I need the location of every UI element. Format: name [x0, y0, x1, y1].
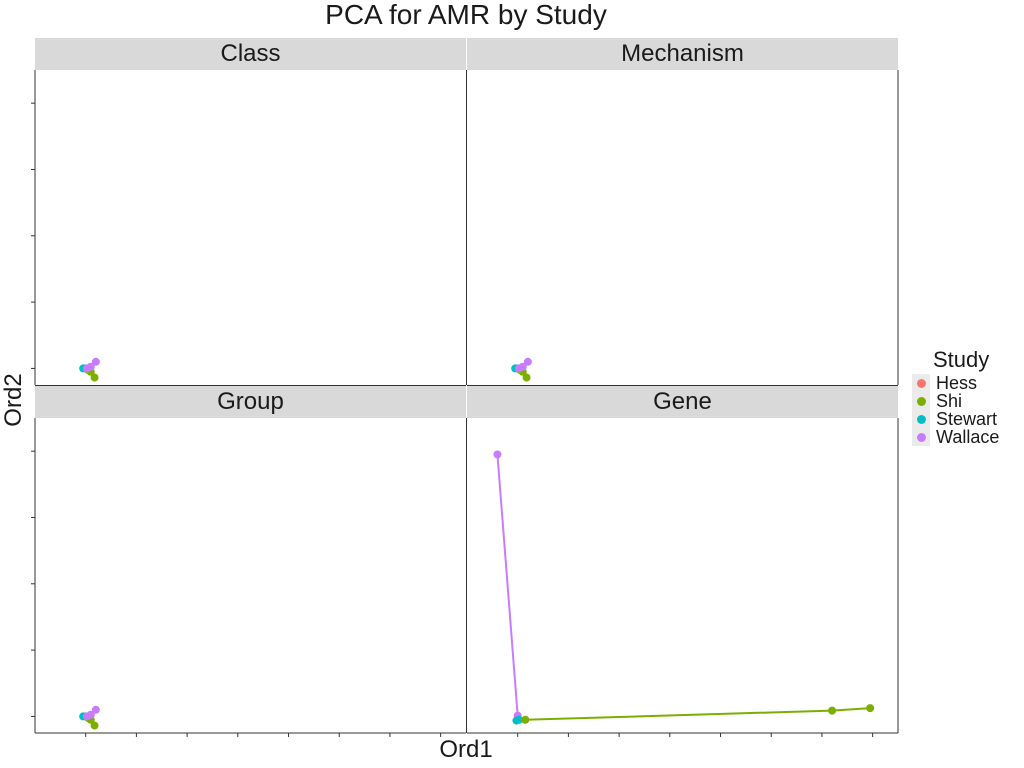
legend-label: Wallace [936, 427, 1000, 447]
legend-key [912, 374, 930, 392]
legend-dot-wallace [916, 432, 926, 442]
legend-label: Shi [936, 391, 963, 411]
legend-dot-hess [916, 378, 926, 388]
legend: Study Hess Shi Stewart Wallace [912, 346, 1020, 446]
y-axis-label: Ord2 [0, 373, 27, 427]
legend-item-stewart: Stewart [912, 410, 1020, 428]
chart-title: PCA for AMR by Study [325, 0, 607, 30]
data-point-shi [521, 715, 530, 724]
panel-group [35, 418, 466, 733]
panel-mechanism [467, 70, 898, 385]
data-point-shi [828, 706, 837, 715]
legend-item-hess: Hess [912, 374, 1020, 392]
data-point-wallace [91, 705, 100, 714]
legend-key [912, 428, 930, 446]
legend-label: Hess [936, 373, 978, 393]
facet-strip-class: Class [35, 38, 466, 70]
series-line-wallace [496, 454, 519, 716]
legend-item-wallace: Wallace [912, 428, 1020, 446]
legend-key [912, 392, 930, 410]
legend-dot-stewart [916, 414, 926, 424]
data-point-wallace [86, 710, 95, 719]
legend-label: Stewart [936, 409, 998, 429]
x-axis-label: Ord1 [439, 736, 493, 763]
facet-strip-group: Group [35, 386, 466, 418]
legend-dot-shi [916, 396, 926, 406]
data-point-wallace [493, 450, 502, 459]
data-point-wallace [91, 357, 100, 366]
data-point-stewart [514, 715, 523, 724]
data-point-shi [90, 721, 99, 730]
panel-class [35, 70, 466, 385]
panel-gene [467, 418, 898, 733]
data-point-wallace [518, 362, 527, 371]
data-point-shi [522, 373, 531, 382]
legend-title: Study [933, 347, 990, 372]
facet-strip-gene: Gene [467, 386, 898, 418]
data-point-shi [866, 704, 875, 713]
facet-strip-mechanism: Mechanism [467, 38, 898, 70]
data-point-shi [90, 373, 99, 382]
data-point-wallace [86, 362, 95, 371]
data-point-wallace [523, 357, 532, 366]
legend-key [912, 410, 930, 428]
legend-item-shi: Shi [912, 392, 1020, 410]
